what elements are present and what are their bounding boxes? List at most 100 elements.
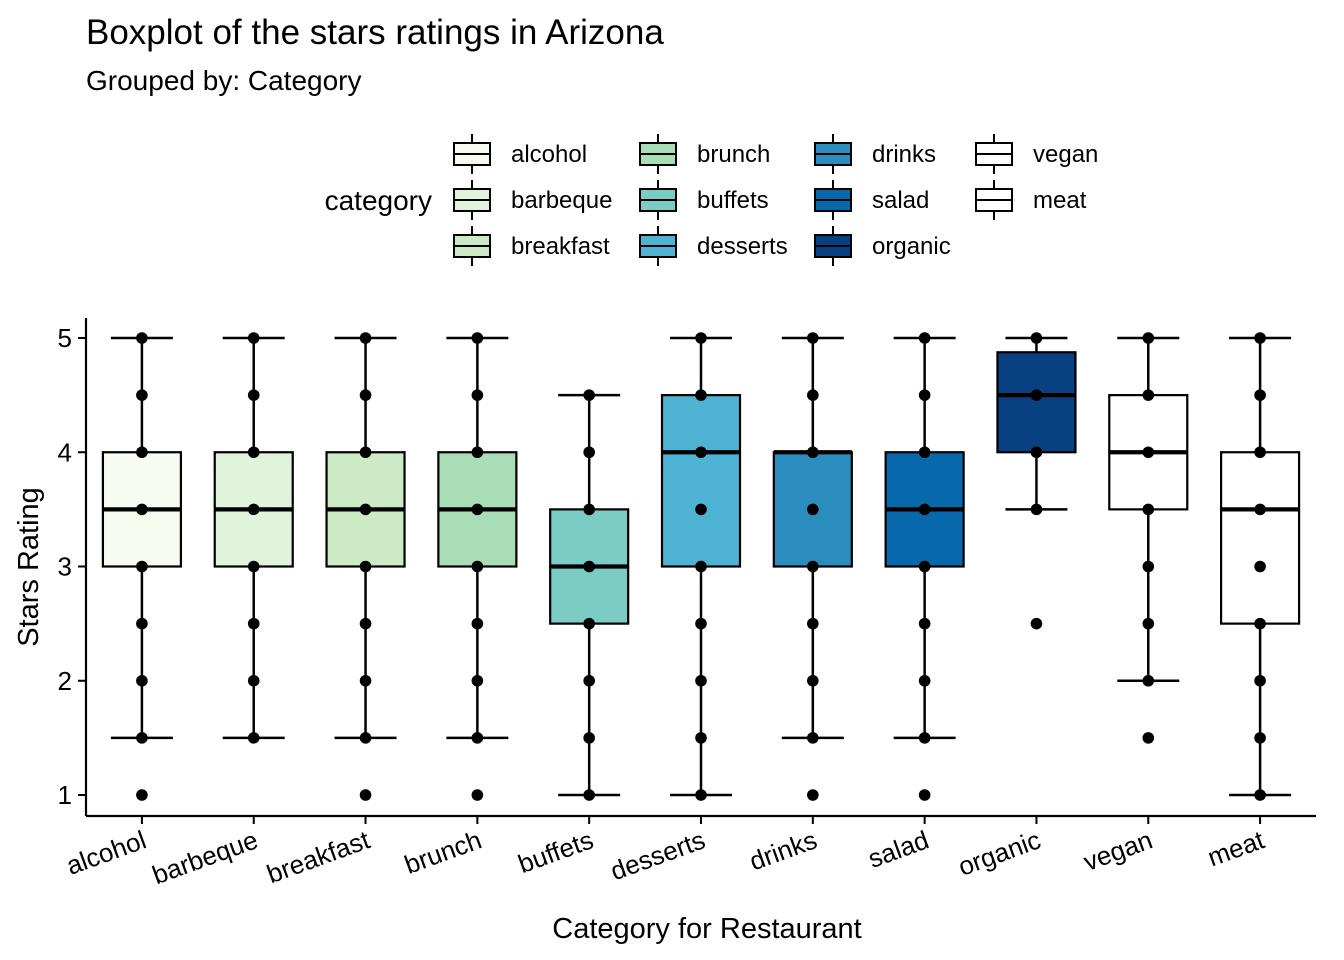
- data-point: [247, 503, 260, 516]
- data-point: [1254, 332, 1266, 344]
- box-barbeque: [213, 332, 294, 744]
- data-point: [1254, 617, 1266, 630]
- box-organic: [996, 332, 1077, 630]
- legend-key-barbeque: barbeque: [453, 180, 612, 220]
- data-point: [1254, 503, 1266, 516]
- data-point: [695, 446, 707, 459]
- data-point: [247, 560, 260, 573]
- data-point: [359, 332, 372, 344]
- data-point: [918, 674, 931, 687]
- legend-key-breakfast: breakfast: [453, 226, 610, 266]
- data-point: [807, 332, 819, 344]
- legend-key-salad: salad: [814, 180, 929, 220]
- data-point: [1254, 389, 1266, 401]
- chart-title: Boxplot of the stars ratings in Arizona: [86, 13, 664, 52]
- legend-label: vegan: [1033, 141, 1098, 168]
- box-brunch: [437, 332, 518, 801]
- data-point: [695, 389, 707, 401]
- data-point: [807, 617, 819, 630]
- data-point: [583, 732, 595, 744]
- data-point: [247, 674, 260, 687]
- x-tick-label: brunch: [400, 824, 485, 879]
- data-point: [583, 446, 595, 459]
- data-point: [1030, 617, 1043, 630]
- x-tick-label: salad: [864, 824, 933, 873]
- data-point: [695, 503, 707, 516]
- y-tick-label: 1: [58, 780, 72, 810]
- box-desserts: [660, 332, 742, 801]
- data-point: [247, 617, 260, 630]
- data-point: [807, 674, 819, 687]
- legend-key-drinks: drinks: [814, 134, 936, 174]
- legend-key-vegan: vegan: [975, 134, 1098, 174]
- data-point: [136, 446, 148, 459]
- data-point: [583, 560, 595, 573]
- x-tick-label: alcohol: [62, 824, 150, 880]
- legend-label: salad: [872, 187, 929, 214]
- data-point: [471, 503, 484, 516]
- x-tick-label: breakfast: [263, 824, 374, 889]
- data-point: [136, 789, 148, 801]
- box-alcohol: [101, 332, 183, 801]
- data-point: [695, 789, 707, 801]
- legend-label: alcohol: [511, 141, 587, 168]
- data-point: [583, 503, 595, 516]
- data-point: [359, 389, 372, 401]
- data-point: [1142, 732, 1155, 744]
- data-point: [918, 389, 931, 401]
- box-vegan: [1108, 332, 1189, 744]
- chart-subtitle: Grouped by: Category: [86, 65, 362, 96]
- data-point: [136, 389, 148, 401]
- legend-label: desserts: [697, 233, 788, 260]
- data-point: [807, 789, 819, 801]
- data-point: [1030, 503, 1043, 516]
- data-point: [471, 446, 484, 459]
- legend-label: meat: [1033, 187, 1087, 214]
- data-point: [1254, 732, 1266, 744]
- data-point: [695, 332, 707, 344]
- box-body: [1219, 451, 1301, 625]
- data-point: [807, 503, 819, 516]
- data-point: [807, 560, 819, 573]
- data-point: [695, 617, 707, 630]
- legend-title: category: [325, 185, 432, 216]
- data-point: [807, 446, 819, 459]
- data-point: [583, 617, 595, 630]
- legend-label: drinks: [872, 141, 936, 168]
- box-meat: [1219, 332, 1301, 801]
- legend-label: organic: [872, 233, 951, 260]
- data-point: [471, 332, 484, 344]
- data-point: [918, 560, 931, 573]
- data-point: [1142, 446, 1155, 459]
- legend-key-buffets: buffets: [639, 180, 769, 220]
- data-point: [359, 446, 372, 459]
- data-point: [136, 503, 148, 516]
- data-point: [136, 617, 148, 630]
- box-body: [996, 351, 1077, 454]
- data-point: [583, 789, 595, 801]
- data-point: [136, 332, 148, 344]
- legend-label: barbeque: [511, 187, 612, 214]
- data-point: [471, 389, 484, 401]
- data-point: [247, 732, 260, 744]
- data-point: [1254, 560, 1266, 573]
- data-point: [807, 732, 819, 744]
- data-point: [918, 503, 931, 516]
- legend-label: brunch: [697, 141, 770, 168]
- data-point: [471, 789, 484, 801]
- data-point: [471, 732, 484, 744]
- data-point: [359, 789, 372, 801]
- data-point: [359, 503, 372, 516]
- box-buffets: [549, 389, 630, 801]
- x-tick-label: organic: [954, 824, 1044, 881]
- x-tick-label: drinks: [745, 824, 820, 876]
- data-point: [471, 560, 484, 573]
- data-point: [247, 446, 260, 459]
- data-point: [1142, 617, 1155, 630]
- y-tick-label: 5: [58, 323, 72, 353]
- data-point: [1142, 674, 1155, 687]
- box-drinks: [772, 332, 853, 801]
- legend-label: buffets: [697, 187, 769, 214]
